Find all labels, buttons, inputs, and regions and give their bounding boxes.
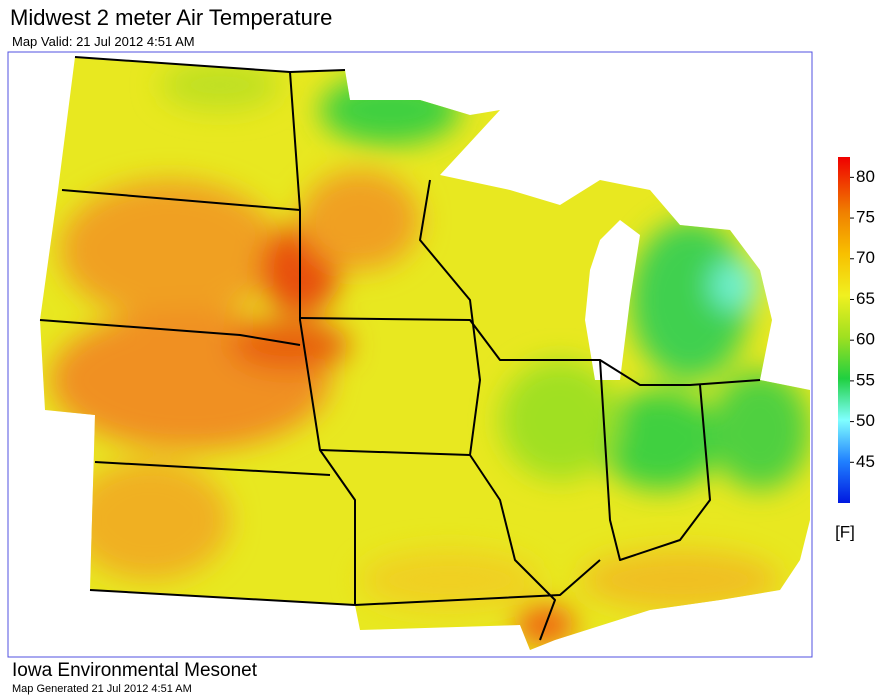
colorbar-unit: [F]	[835, 522, 855, 541]
colorbar: [F] 45 50 55 60 65 70 75 80	[835, 157, 875, 541]
footer-source: Iowa Environmental Mesonet	[12, 660, 258, 681]
footer-generated: Map Generated 21 Jul 2012 4:51 AM	[12, 683, 192, 695]
map-subtitle: Map Valid: 21 Jul 2012 4:51 AM	[12, 34, 195, 49]
colorbar-tick-label: 70	[856, 248, 875, 267]
temperature-field	[7, 51, 813, 658]
colorbar-tick-label: 65	[856, 289, 875, 308]
colorbar-tick-label: 50	[856, 411, 875, 430]
map-title: Midwest 2 meter Air Temperature	[10, 5, 332, 30]
colorbar-tick-label: 75	[856, 208, 875, 227]
colorbar-tick-label: 60	[856, 330, 875, 349]
colorbar-tick-label: 80	[856, 167, 875, 186]
colorbar-tick-label: 45	[856, 452, 875, 471]
colorbar-tick-label: 55	[856, 370, 875, 389]
colorbar-scale	[838, 157, 850, 503]
